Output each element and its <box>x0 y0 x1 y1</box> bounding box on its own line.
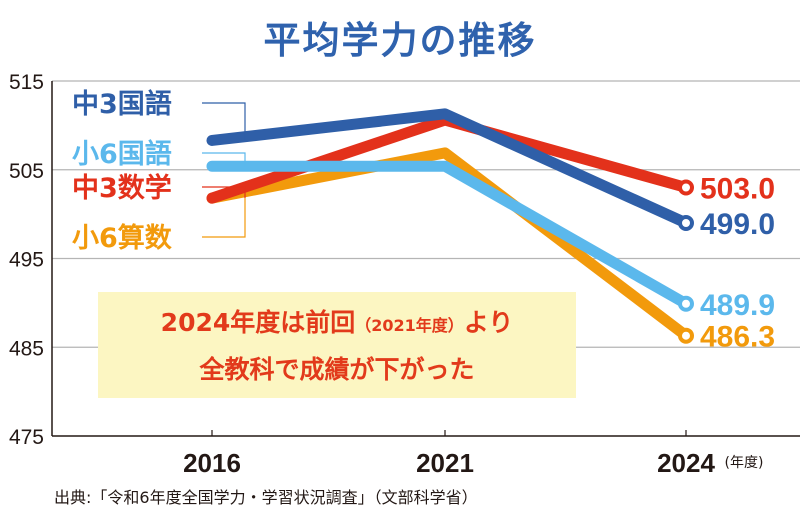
end-value-label: 489.9 <box>700 289 775 322</box>
series-line <box>206 147 692 342</box>
legend-label: 小6国語 <box>72 138 172 170</box>
chart-title: 平均学力の推移 <box>263 19 537 62</box>
end-point-marker <box>678 215 694 231</box>
x-tick-label: 2024 <box>657 448 715 478</box>
source-note: 出典:「令和6年度全国学力・学習状況調査」（文部科学省） <box>54 488 478 507</box>
legend-leader-line <box>202 152 246 167</box>
legend-leader-line <box>202 186 246 199</box>
legend-leader-line <box>202 198 246 238</box>
series-line <box>206 114 692 204</box>
legend-leader-line <box>202 102 246 141</box>
annotation-box: 2024年度は前回（2021年度）より 全教科で成績が下がった <box>98 292 576 398</box>
end-value-label: 503.0 <box>700 173 775 206</box>
end-value-label: 499.0 <box>700 208 775 241</box>
y-tick-label: 495 <box>9 249 44 272</box>
y-tick-label: 485 <box>9 337 44 360</box>
x-unit-label: (年度) <box>725 455 764 471</box>
legend-label: 小6算数 <box>72 222 173 254</box>
annotation-text: 2024年度は前回 <box>160 308 356 337</box>
series-line <box>206 160 692 310</box>
x-tick-label: 2016 <box>183 448 241 478</box>
x-tick-label: 2021 <box>416 448 474 478</box>
annotation-text: より <box>463 308 514 337</box>
y-tick-label: 475 <box>9 426 44 449</box>
series-line <box>206 108 692 229</box>
annotation-text: 全教科で成績が下がった <box>199 355 475 384</box>
end-point-marker <box>678 179 694 196</box>
y-tick-label: 515 <box>9 71 44 94</box>
y-tick-label: 505 <box>9 160 44 183</box>
end-point-marker <box>678 295 694 312</box>
end-value-label: 486.3 <box>700 321 775 354</box>
end-point-marker <box>678 327 694 344</box>
annotation-text: （2021年度） <box>355 316 464 335</box>
legend-label: 中3数学 <box>72 172 172 204</box>
legend-label: 中3国語 <box>72 88 172 120</box>
